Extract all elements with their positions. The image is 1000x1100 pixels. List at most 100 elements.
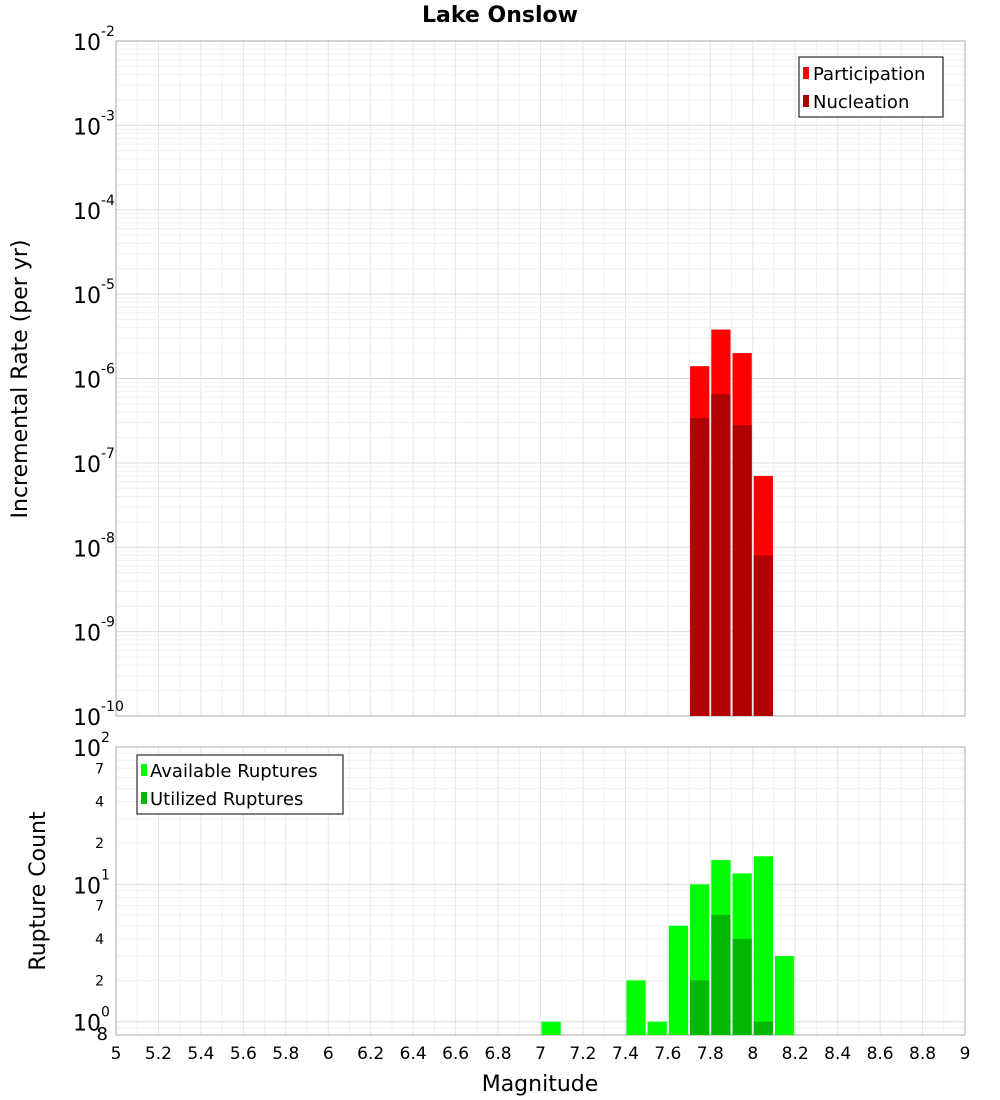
y-tick-exponent: -10 bbox=[101, 699, 124, 715]
y-tick-base: 10 bbox=[73, 622, 101, 647]
x-tick-label: 8.6 bbox=[867, 1044, 894, 1064]
top-plot-grid bbox=[115, 40, 966, 717]
x-tick-label: 6.8 bbox=[485, 1044, 512, 1064]
bottom-y-minor-tick-label: 7 bbox=[95, 899, 104, 915]
x-tick-label: 7.8 bbox=[697, 1044, 724, 1064]
x-tick-label: 6.6 bbox=[442, 1044, 469, 1064]
legend-swatch-available-ruptures bbox=[141, 764, 147, 776]
bottom-y-minor-tick-label: 7 bbox=[95, 761, 104, 777]
y-tick-exponent: -6 bbox=[101, 362, 115, 378]
x-tick-label: 7.4 bbox=[612, 1044, 639, 1064]
legend-swatch-participation bbox=[803, 67, 809, 79]
top-bars bbox=[690, 329, 773, 716]
bottom-y-axis-label: Rupture Count bbox=[26, 811, 51, 971]
bottom-bar-available-ruptures bbox=[668, 925, 689, 1035]
chart-title: Lake Onslow bbox=[422, 3, 578, 28]
x-tick-label: 7.2 bbox=[569, 1044, 596, 1064]
y-tick-base: 10 bbox=[73, 200, 101, 225]
x-tick-label: 5.2 bbox=[145, 1044, 172, 1064]
legend-label-participation: Participation bbox=[813, 64, 925, 85]
legend-swatch-nucleation bbox=[803, 95, 809, 107]
top-legend-box bbox=[798, 56, 944, 118]
y-tick-exponent: -4 bbox=[101, 193, 115, 209]
y-tick-exponent: 1 bbox=[101, 867, 110, 883]
top-y-tick-label: 10 -5 bbox=[73, 277, 115, 309]
legend-swatch-utilized-ruptures bbox=[141, 792, 147, 804]
top-legend: Participation Nucleation bbox=[798, 56, 944, 118]
bottom-bar-available-ruptures bbox=[774, 956, 795, 1035]
bottom-y-minor-tick-label: 4 bbox=[95, 932, 104, 948]
y-tick-exponent: -8 bbox=[101, 530, 115, 546]
y-tick-base: 10 bbox=[73, 874, 101, 899]
y-tick-base: 10 bbox=[73, 537, 101, 562]
y-tick-exponent: -2 bbox=[101, 24, 115, 40]
x-tick-label: 5.4 bbox=[187, 1044, 214, 1064]
bottom-bar-utilized-ruptures bbox=[753, 1021, 773, 1035]
y-tick-base: 10 bbox=[73, 453, 101, 478]
top-bar-nucleation bbox=[711, 394, 731, 716]
bottom-bar-utilized-ruptures bbox=[732, 939, 752, 1035]
top-y-tick-label: 10 -7 bbox=[73, 446, 115, 478]
top-y-tick-label: 10 -10 bbox=[73, 699, 124, 731]
bottom-bar-utilized-ruptures bbox=[690, 980, 710, 1035]
top-y-tick-label: 10 -2 bbox=[73, 24, 115, 56]
top-y-axis-label: Incremental Rate (per yr) bbox=[8, 240, 33, 519]
x-ticks: 5 5.2 5.4 5.6 5.8 6 6.2 6.4 6.6 6.8 7 7.2 7.4 7.6 7.8 8… bbox=[111, 1044, 971, 1064]
bottom-y-tick-label: 10 0 bbox=[73, 1005, 110, 1037]
top-plot-frame bbox=[115, 40, 966, 717]
x-tick-label: 9 bbox=[960, 1044, 971, 1064]
y-tick-exponent: -5 bbox=[101, 277, 115, 293]
y-tick-exponent: -3 bbox=[101, 108, 115, 124]
x-tick-label: 8.8 bbox=[909, 1044, 936, 1064]
top-bar-nucleation bbox=[690, 418, 710, 716]
x-tick-label: 8 bbox=[747, 1044, 758, 1064]
x-tick-label: 5.6 bbox=[230, 1044, 257, 1064]
x-axis-label: Magnitude bbox=[482, 1072, 599, 1097]
y-tick-base: 10 bbox=[73, 1012, 101, 1037]
bottom-y-tick-label: 10 1 bbox=[73, 867, 110, 899]
top-y-tick-label: 10 -8 bbox=[73, 530, 115, 562]
top-y-tick-label: 10 -4 bbox=[73, 193, 115, 225]
top-y-tick-label: 10 -3 bbox=[73, 108, 115, 140]
x-tick-label: 7.6 bbox=[654, 1044, 681, 1064]
top-y-tick-label: 10 -6 bbox=[73, 362, 115, 394]
y-tick-exponent: 0 bbox=[101, 1005, 110, 1021]
bottom-bar-available-ruptures bbox=[626, 980, 646, 1035]
x-tick-label: 8.2 bbox=[782, 1044, 809, 1064]
bottom-bar-available-ruptures bbox=[541, 1021, 561, 1035]
y-tick-base: 10 bbox=[73, 284, 101, 309]
bottom-bars bbox=[541, 856, 795, 1035]
y-tick-base: 10 bbox=[73, 706, 101, 731]
bottom-bar-available-ruptures bbox=[647, 1021, 667, 1035]
bottom-y-minor-tick-label: 2 bbox=[95, 836, 104, 852]
bottom-y-minor-tick-label: 4 bbox=[95, 795, 104, 811]
top-bar-nucleation bbox=[732, 425, 752, 716]
bottom-y-tick-label: 10 2 bbox=[73, 730, 110, 762]
bottom-y-minor-tick-label: 8 bbox=[97, 1024, 108, 1045]
y-tick-exponent: -9 bbox=[101, 615, 115, 631]
bottom-legend-box bbox=[136, 754, 344, 815]
bottom-bar-available-ruptures bbox=[753, 856, 773, 1035]
bottom-y-minor-tick-label: 2 bbox=[95, 973, 104, 989]
y-tick-base: 10 bbox=[73, 115, 101, 140]
bottom-plot-frame bbox=[115, 746, 966, 1036]
y-tick-base: 10 bbox=[73, 31, 101, 56]
top-bar-nucleation bbox=[753, 555, 773, 716]
x-tick-label: 7 bbox=[535, 1044, 546, 1064]
x-tick-label: 5 bbox=[111, 1044, 122, 1064]
y-tick-exponent: 2 bbox=[101, 730, 110, 746]
y-tick-exponent: -7 bbox=[101, 446, 115, 462]
x-tick-label: 8.4 bbox=[824, 1044, 851, 1064]
top-y-tick-label: 10 -9 bbox=[73, 615, 115, 647]
bottom-bar-utilized-ruptures bbox=[711, 914, 731, 1035]
y-tick-base: 10 bbox=[73, 369, 101, 394]
legend-label-available-ruptures: Available Ruptures bbox=[150, 761, 318, 782]
x-tick-label: 5.8 bbox=[272, 1044, 299, 1064]
legend-label-nucleation: Nucleation bbox=[813, 92, 909, 113]
x-tick-label: 6 bbox=[323, 1044, 334, 1064]
x-tick-label: 6.4 bbox=[400, 1044, 427, 1064]
legend-label-utilized-ruptures: Utilized Ruptures bbox=[150, 789, 303, 810]
